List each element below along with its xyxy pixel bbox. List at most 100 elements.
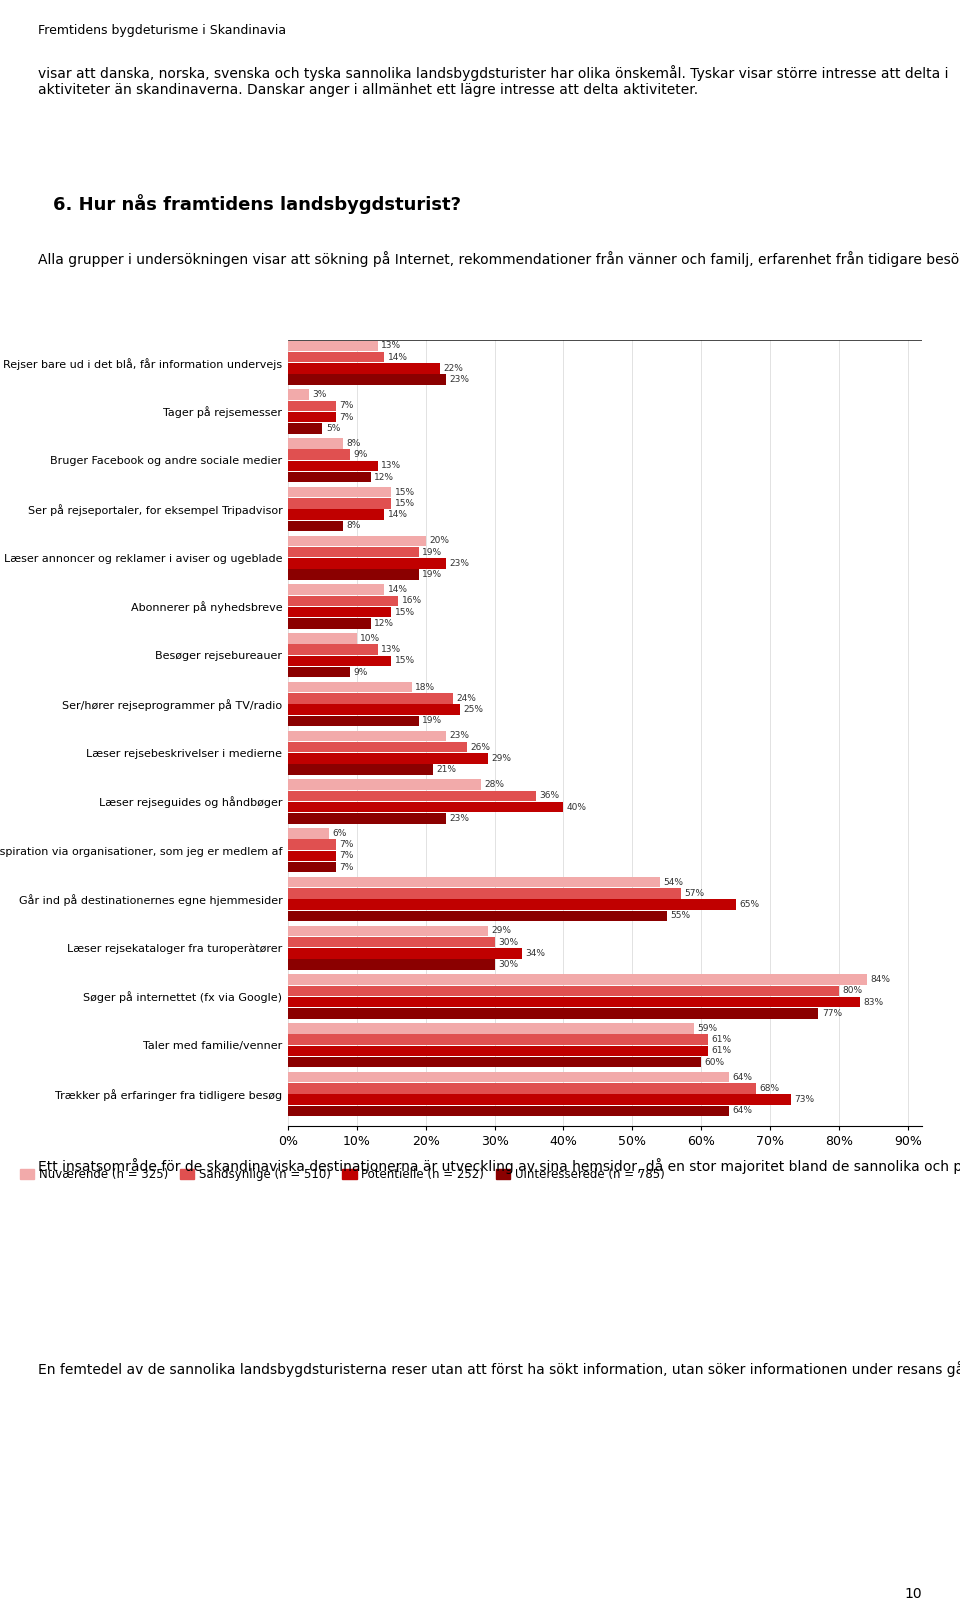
Text: 12%: 12%: [374, 619, 395, 629]
Legend: Nuværende (n = 325), Sandsynlige (n = 510), Potentielle (n = 252), Uinteressered: Nuværende (n = 325), Sandsynlige (n = 51…: [15, 1163, 669, 1186]
Text: 3%: 3%: [312, 390, 326, 399]
Bar: [288, 705, 460, 714]
Text: 9%: 9%: [353, 667, 368, 677]
Bar: [288, 813, 446, 823]
Bar: [288, 765, 433, 774]
Bar: [288, 996, 859, 1008]
Text: 22%: 22%: [443, 364, 463, 373]
Text: 65%: 65%: [739, 901, 759, 909]
Text: 68%: 68%: [759, 1084, 780, 1094]
Text: 6%: 6%: [333, 829, 348, 838]
Text: 13%: 13%: [381, 462, 401, 470]
Bar: [288, 779, 481, 791]
Bar: [288, 460, 377, 471]
Bar: [288, 363, 440, 374]
Text: 30%: 30%: [498, 961, 518, 969]
Bar: [288, 682, 412, 692]
Text: 34%: 34%: [525, 949, 545, 957]
Bar: [288, 1056, 701, 1068]
Bar: [288, 509, 384, 520]
Bar: [288, 645, 377, 654]
Bar: [288, 411, 336, 423]
Bar: [288, 1106, 729, 1116]
Bar: [288, 389, 309, 400]
Bar: [288, 1035, 708, 1045]
Bar: [288, 569, 419, 580]
Bar: [288, 948, 522, 959]
Text: 24%: 24%: [457, 693, 476, 703]
Text: 77%: 77%: [822, 1009, 842, 1017]
Bar: [288, 876, 660, 888]
Text: 10: 10: [904, 1586, 922, 1601]
Text: 29%: 29%: [492, 927, 511, 935]
Text: 23%: 23%: [450, 813, 469, 823]
Text: 59%: 59%: [698, 1024, 718, 1034]
Text: 18%: 18%: [416, 682, 436, 692]
Text: 7%: 7%: [340, 852, 354, 860]
Bar: [288, 791, 536, 800]
Text: 5%: 5%: [325, 424, 340, 433]
Text: 15%: 15%: [395, 499, 415, 507]
Bar: [288, 828, 329, 839]
Text: 29%: 29%: [492, 753, 511, 763]
Text: 7%: 7%: [340, 862, 354, 872]
Text: 19%: 19%: [422, 570, 443, 578]
Text: Fremtidens bygdeturisme i Skandinavia: Fremtidens bygdeturisme i Skandinavia: [38, 24, 286, 37]
Bar: [288, 1047, 708, 1056]
Bar: [288, 608, 392, 617]
Text: 23%: 23%: [450, 559, 469, 569]
Text: 8%: 8%: [347, 522, 361, 530]
Text: 8%: 8%: [347, 439, 361, 447]
Text: 14%: 14%: [388, 510, 408, 518]
Text: 84%: 84%: [870, 975, 890, 983]
Text: 9%: 9%: [353, 450, 368, 458]
Text: 15%: 15%: [395, 608, 415, 617]
Bar: [288, 619, 371, 629]
Text: 14%: 14%: [388, 585, 408, 595]
Bar: [288, 667, 350, 677]
Text: 15%: 15%: [395, 656, 415, 666]
Bar: [288, 656, 392, 666]
Bar: [288, 374, 446, 386]
Text: 61%: 61%: [711, 1047, 732, 1055]
Text: 19%: 19%: [422, 716, 443, 726]
Bar: [288, 802, 564, 812]
Bar: [288, 1008, 818, 1019]
Bar: [288, 585, 384, 595]
Text: 23%: 23%: [450, 731, 469, 740]
Text: 10%: 10%: [360, 633, 380, 643]
Bar: [288, 536, 425, 546]
Bar: [288, 731, 446, 740]
Text: 14%: 14%: [388, 353, 408, 361]
Text: 26%: 26%: [470, 742, 491, 752]
Text: 25%: 25%: [464, 705, 484, 714]
Bar: [288, 437, 343, 449]
Bar: [288, 839, 336, 851]
Bar: [288, 925, 488, 936]
Bar: [288, 548, 419, 557]
Bar: [288, 862, 336, 872]
Bar: [288, 899, 735, 910]
Text: 61%: 61%: [711, 1035, 732, 1045]
Bar: [288, 400, 336, 411]
Bar: [288, 352, 384, 363]
Text: 7%: 7%: [340, 841, 354, 849]
Bar: [288, 596, 398, 606]
Text: 54%: 54%: [663, 878, 684, 886]
Text: 12%: 12%: [374, 473, 395, 481]
Text: 23%: 23%: [450, 376, 469, 384]
Bar: [288, 1024, 694, 1034]
Bar: [288, 888, 681, 899]
Bar: [288, 959, 494, 970]
Bar: [288, 633, 357, 643]
Bar: [288, 488, 392, 497]
Text: 15%: 15%: [395, 488, 415, 497]
Text: 57%: 57%: [684, 889, 704, 897]
Text: 55%: 55%: [670, 912, 690, 920]
Bar: [288, 520, 343, 531]
Bar: [288, 936, 494, 948]
Text: 40%: 40%: [567, 802, 587, 812]
Text: 80%: 80%: [842, 987, 862, 995]
Bar: [288, 910, 667, 922]
Text: Alla grupper i undersökningen visar att sökning på Internet, rekommendationer fr: Alla grupper i undersökningen visar att …: [38, 251, 960, 267]
